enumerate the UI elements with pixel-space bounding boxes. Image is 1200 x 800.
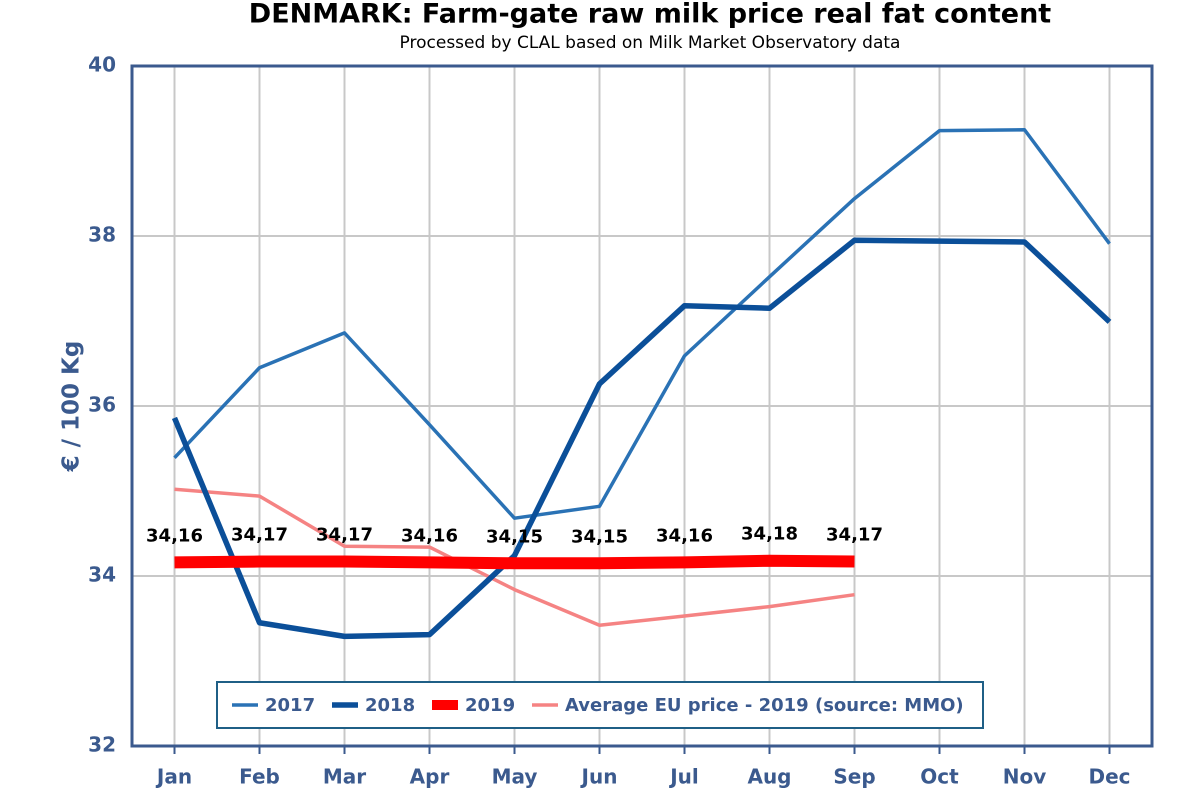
data-label: 34,18 xyxy=(741,524,798,545)
legend-label: Average EU price - 2019 (source: MMO) xyxy=(565,695,964,716)
x-tick-label: Jul xyxy=(668,765,699,789)
y-tick-label: 38 xyxy=(88,223,116,247)
series-line xyxy=(174,487,855,628)
y-tick-label: 32 xyxy=(88,733,116,757)
y-tick-label: 36 xyxy=(88,393,116,417)
y-tick-label: 40 xyxy=(88,53,116,77)
chart-subtitle: Processed by CLAL based on Milk Market O… xyxy=(400,33,901,53)
legend-label: 2017 xyxy=(265,695,315,716)
legend-label: 2018 xyxy=(365,695,415,716)
chart-title: DENMARK: Farm-gate raw milk price real f… xyxy=(249,0,1052,30)
data-label: 34,16 xyxy=(656,525,713,546)
y-tick-label: 34 xyxy=(88,563,116,587)
x-tick-label: Nov xyxy=(1003,765,1047,789)
data-label: 34,17 xyxy=(826,525,883,546)
data-label: 34,15 xyxy=(486,526,543,547)
data-label: 34,17 xyxy=(316,525,373,546)
x-tick-label: Jan xyxy=(155,765,192,789)
y-axis-label: € / 100 Kg xyxy=(59,341,85,473)
legend-label: 2019 xyxy=(465,695,515,716)
x-tick-label: Aug xyxy=(747,765,791,789)
series-line xyxy=(171,237,1112,640)
series-line xyxy=(173,128,1111,520)
data-label: 34,16 xyxy=(401,525,458,546)
plot-frame xyxy=(130,64,1154,748)
x-tick-label: Oct xyxy=(920,765,959,789)
data-label: 34,17 xyxy=(231,525,288,546)
x-tick-label: Mar xyxy=(323,765,366,789)
data-label: 34,16 xyxy=(146,525,203,546)
x-tick-label: Feb xyxy=(239,765,280,789)
series-line xyxy=(174,554,855,570)
x-tick-label: May xyxy=(492,765,538,789)
x-tick-label: Dec xyxy=(1088,765,1130,789)
data-label: 34,15 xyxy=(571,526,628,547)
x-tick-label: Apr xyxy=(410,765,450,789)
x-tick-label: Sep xyxy=(833,765,875,789)
x-tick-label: Jun xyxy=(580,765,618,789)
